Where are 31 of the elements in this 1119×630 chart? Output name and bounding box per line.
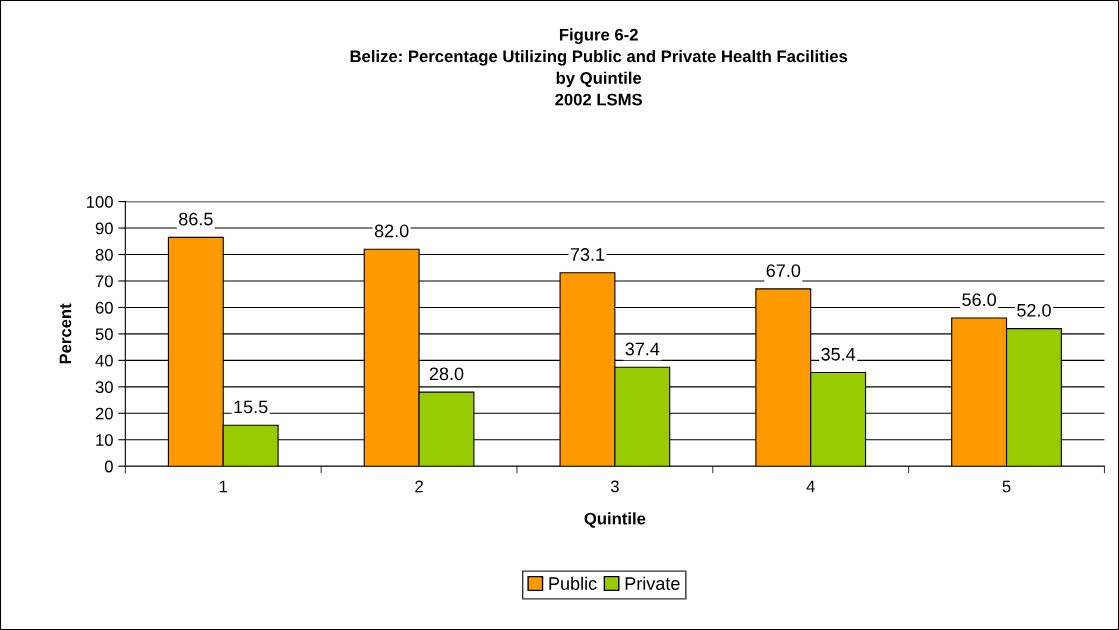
x-tick-label: 3 (610, 480, 619, 493)
y-tick-label: 60 (95, 301, 113, 314)
y-tick-label: 80 (95, 248, 113, 261)
chart-title: Figure 6-2 Belize: Percentage Utilizing Public and Private Health Facilities by Quintile 2002 LSMS (350, 28, 848, 106)
y-tick-label: 20 (95, 407, 113, 420)
x-tick-label: 4 (806, 480, 815, 493)
y-tick-label: 0 (104, 460, 113, 473)
x-tick-label: 5 (1002, 480, 1011, 493)
y-tick-label: 50 (95, 328, 113, 341)
data-label: 52.0 (1017, 303, 1051, 317)
legend-label: Private (625, 576, 680, 590)
y-tick-label: 40 (95, 354, 113, 367)
y-tick-label: 100 (86, 196, 113, 208)
data-label: 67.0 (766, 264, 801, 278)
x-tick-label: 1 (219, 480, 228, 493)
data-label: 86.5 (179, 212, 213, 226)
data-label: 37.4 (625, 342, 660, 356)
x-axis-title: Quintile (584, 512, 646, 528)
data-label: 73.1 (570, 248, 605, 261)
data-label: 35.4 (821, 347, 856, 361)
y-axis-title: Percent (59, 303, 72, 364)
data-label: 82.0 (374, 224, 409, 238)
y-tick-label: 10 (96, 434, 113, 446)
y-tick-label: 70 (95, 275, 113, 288)
legend-label: Public (549, 576, 597, 590)
y-tick-label: 90 (95, 222, 113, 235)
data-label: 28.0 (429, 367, 464, 381)
x-tick-label: 2 (415, 480, 423, 493)
data-label: 15.5 (234, 400, 268, 414)
y-tick-label: 30 (95, 381, 113, 394)
data-label: 56.0 (962, 293, 996, 307)
